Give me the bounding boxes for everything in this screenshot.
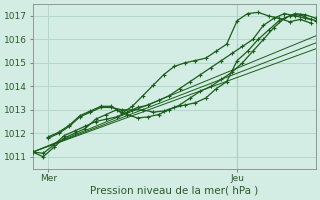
X-axis label: Pression niveau de la mer( hPa ): Pression niveau de la mer( hPa ) — [90, 186, 259, 196]
